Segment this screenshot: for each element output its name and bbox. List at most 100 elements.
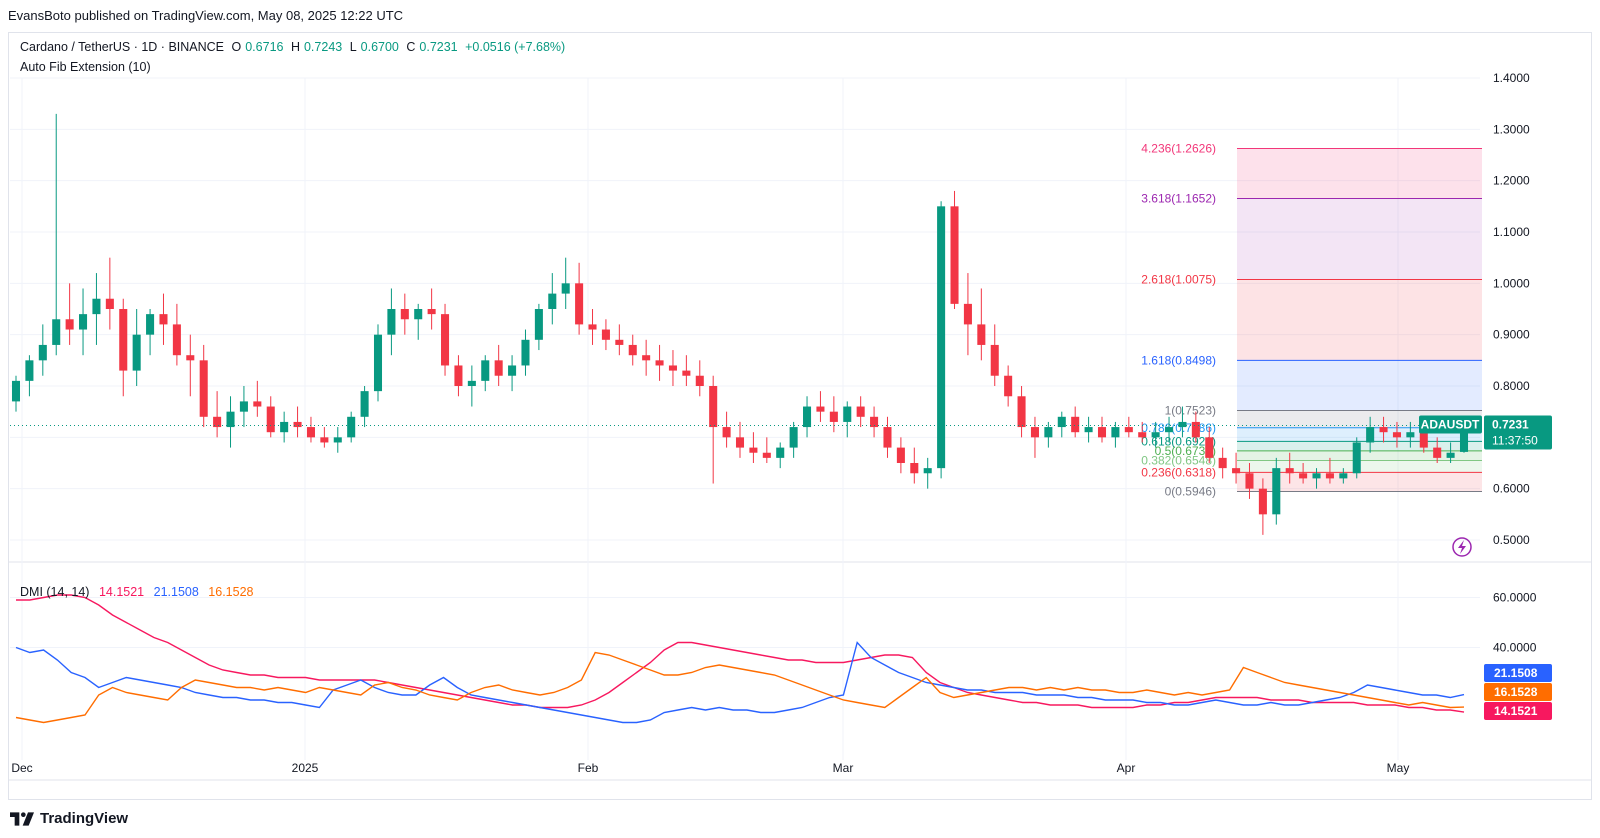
candle-body bbox=[1446, 452, 1455, 458]
high-label: H bbox=[290, 40, 300, 54]
fib-level-label: 0.382(0.6548) bbox=[1141, 454, 1216, 468]
fib-level-label: 2.618(1.0075) bbox=[1141, 272, 1216, 286]
candle-body bbox=[816, 406, 825, 412]
candle-body bbox=[521, 339, 530, 366]
candle-body bbox=[481, 360, 490, 381]
symbol-title[interactable]: Cardano / TetherUS · 1D · BINANCE bbox=[20, 40, 225, 54]
candle-body bbox=[937, 206, 946, 469]
fib-level-label: 0.618(0.6921) bbox=[1141, 434, 1216, 448]
candle-body bbox=[655, 360, 664, 366]
candle-body bbox=[668, 365, 677, 371]
dmi-axis-tick: 40.0000 bbox=[1493, 641, 1537, 655]
candle-body bbox=[333, 437, 342, 443]
time-axis-tick: Dec bbox=[11, 761, 32, 775]
candle-body bbox=[1379, 427, 1388, 433]
price-tag-value: 0.7231 bbox=[1492, 417, 1529, 431]
candle-body bbox=[709, 386, 718, 428]
chart-frame bbox=[8, 32, 1592, 800]
time-axis-tick: Feb bbox=[578, 761, 599, 775]
time-axis-tick: 2025 bbox=[292, 761, 319, 775]
candle-body bbox=[52, 319, 61, 345]
dmi-series-line bbox=[16, 594, 1465, 713]
candle-body bbox=[1030, 427, 1039, 438]
candle-body bbox=[360, 391, 369, 417]
candle-body bbox=[896, 447, 905, 463]
price-tag-symbol: ADAUSDT bbox=[1421, 417, 1480, 431]
tradingview-footer[interactable]: TradingView bbox=[10, 810, 128, 827]
candle-body bbox=[1151, 432, 1160, 438]
symbol-legend: Cardano / TetherUS · 1D · BINANCE O 0.671… bbox=[20, 40, 569, 54]
candle-body bbox=[306, 427, 315, 438]
candle-body bbox=[1258, 488, 1267, 515]
dmi-tag-plus-di-bg bbox=[1484, 664, 1552, 682]
publisher-line: EvansBoto published on TradingView.com, … bbox=[8, 8, 404, 23]
candle-body bbox=[239, 401, 248, 412]
candle-body bbox=[1111, 427, 1120, 438]
fib-level-label: 1(0.7523) bbox=[1165, 403, 1216, 417]
candle-body bbox=[79, 314, 88, 330]
candle-body bbox=[870, 416, 879, 428]
candle-body bbox=[146, 314, 155, 335]
price-tag-symbol-bg bbox=[1419, 415, 1482, 434]
candle-body bbox=[92, 298, 101, 315]
dmi-tag-plus-di: 21.1508 bbox=[1494, 666, 1538, 680]
dmi-name[interactable]: DMI (14, 14) bbox=[20, 585, 90, 599]
candle-body bbox=[829, 411, 838, 422]
candle-body bbox=[253, 401, 262, 407]
price-axis-tick: 1.3000 bbox=[1493, 122, 1530, 136]
candle-body bbox=[1138, 432, 1147, 438]
candle-body bbox=[1191, 421, 1200, 438]
candle-body bbox=[1084, 427, 1093, 433]
open-value: 0.6716 bbox=[245, 40, 284, 54]
candle-body bbox=[883, 427, 892, 448]
time-axis-tick: Mar bbox=[833, 761, 854, 775]
candle-body bbox=[1057, 416, 1066, 428]
dmi-tag-minus-di: 16.1528 bbox=[1494, 685, 1538, 699]
candle-body bbox=[1071, 416, 1080, 433]
candle-body bbox=[1272, 468, 1281, 515]
candle-body bbox=[400, 309, 409, 320]
price-axis-tick: 0.8000 bbox=[1493, 379, 1530, 393]
candle-body bbox=[159, 314, 168, 325]
tradingview-logo-icon bbox=[10, 811, 34, 826]
price-tag-bg bbox=[1484, 415, 1552, 450]
fib-zone bbox=[1237, 148, 1482, 199]
candle-body bbox=[1433, 447, 1442, 458]
indicator-name[interactable]: Auto Fib Extension (10) bbox=[20, 60, 151, 74]
candle-body bbox=[1044, 427, 1053, 438]
candle-body bbox=[186, 355, 195, 361]
candle-body bbox=[1325, 473, 1334, 479]
candle-body bbox=[65, 319, 74, 330]
candle-body bbox=[803, 406, 812, 428]
candle-body bbox=[1097, 427, 1107, 438]
candle-body bbox=[119, 309, 128, 371]
dmi-minus-di-value: 16.1528 bbox=[208, 585, 254, 599]
dmi-series-line bbox=[15, 651, 1465, 724]
candle-body bbox=[534, 309, 543, 340]
price-axis-tick: 1.0000 bbox=[1493, 276, 1530, 290]
fib-zone bbox=[1237, 472, 1482, 492]
fib-level-label: 0.236(0.6318) bbox=[1141, 465, 1216, 479]
candle-body bbox=[199, 360, 208, 417]
candle-body bbox=[280, 421, 289, 433]
candle-body bbox=[293, 421, 302, 428]
candle-body bbox=[347, 416, 356, 438]
time-axis-tick: Apr bbox=[1117, 761, 1136, 775]
candle-body bbox=[38, 344, 47, 361]
close-value: 0.7231 bbox=[419, 40, 458, 54]
fib-level-label: 0.5(0.6735) bbox=[1155, 444, 1216, 458]
candle-body bbox=[132, 334, 141, 371]
candle-body bbox=[467, 380, 476, 386]
price-axis-tick: 0.9000 bbox=[1493, 328, 1530, 342]
candle-body bbox=[1218, 457, 1227, 469]
price-tag-countdown: 11:37:50 bbox=[1492, 433, 1538, 447]
footer-brand: TradingView bbox=[40, 810, 129, 827]
dmi-plus-di-value: 21.1508 bbox=[153, 585, 199, 599]
candle-body bbox=[1392, 432, 1401, 438]
candle-body bbox=[427, 309, 436, 315]
candle-body bbox=[414, 309, 423, 320]
candle-body bbox=[990, 344, 999, 376]
candle-body bbox=[373, 334, 383, 392]
candle-body bbox=[910, 463, 919, 474]
